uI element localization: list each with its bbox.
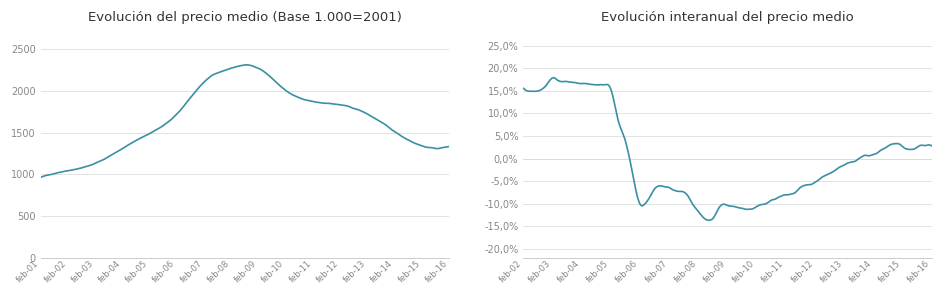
Title: Evolución del precio medio (Base 1.000=2001): Evolución del precio medio (Base 1.000=2… — [88, 11, 402, 24]
Title: Evolución interanual del precio medio: Evolución interanual del precio medio — [602, 11, 854, 24]
